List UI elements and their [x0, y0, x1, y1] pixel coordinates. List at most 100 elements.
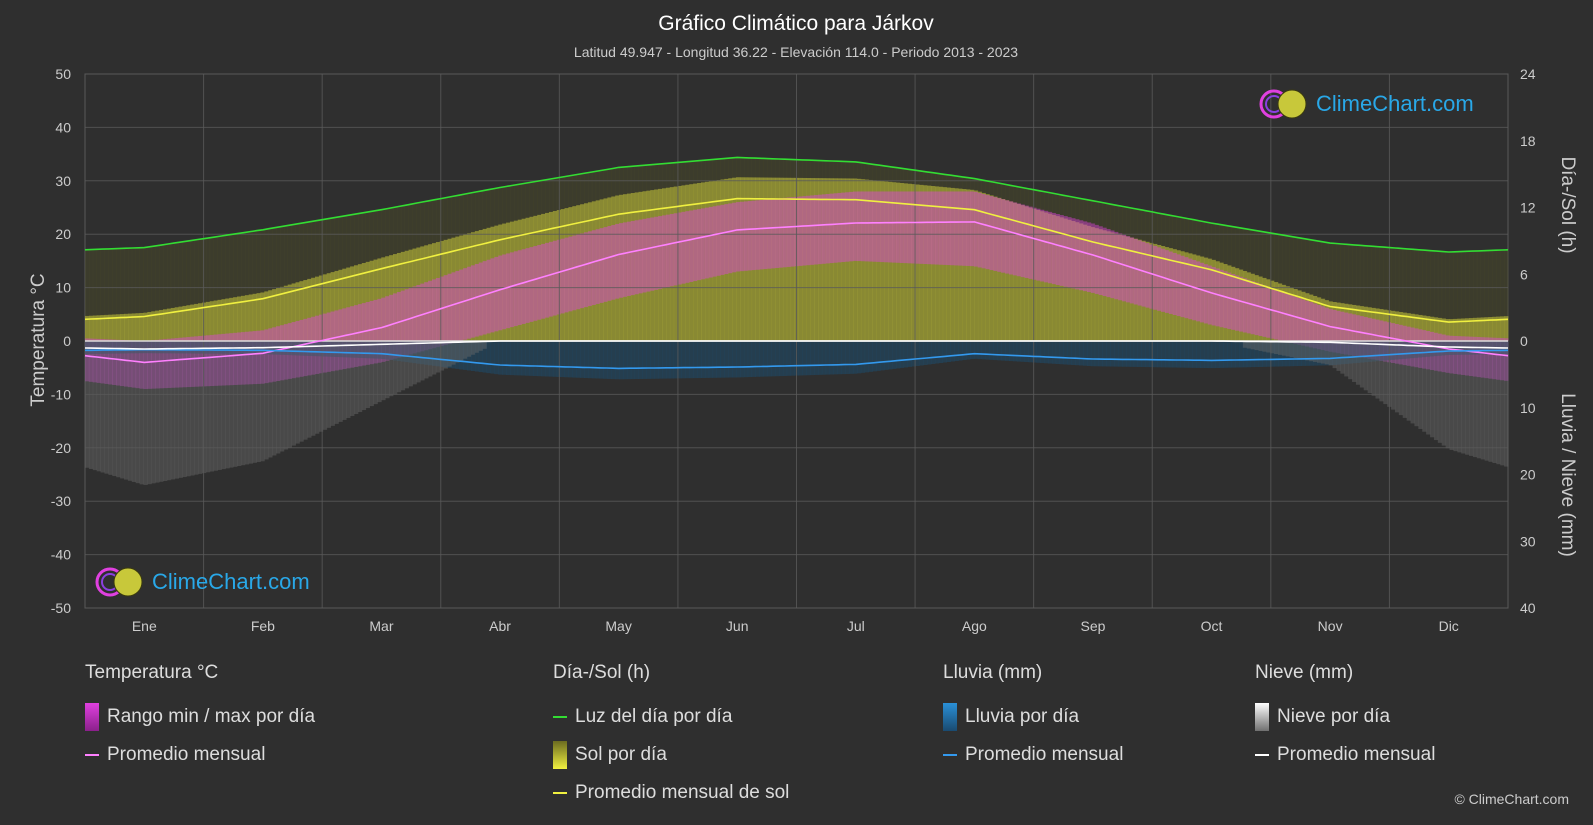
sunshine-bar — [903, 183, 909, 341]
temp-range-bar — [1211, 267, 1217, 326]
snow-bar — [315, 341, 320, 434]
temp-range-bar — [533, 246, 538, 321]
temp-range-bar — [1336, 310, 1341, 354]
rain-bar — [969, 341, 975, 360]
sunshine-bar — [1313, 295, 1318, 341]
legend-title: Temperatura °C — [85, 662, 219, 683]
sunshine-bar — [798, 177, 803, 341]
temp-range-bar — [1047, 211, 1053, 284]
snow-bar — [408, 341, 413, 387]
right-bottom-tick-label: 20 — [1520, 467, 1536, 483]
snow-bar — [174, 341, 179, 479]
rain-bar — [1379, 341, 1384, 361]
temp-range-bar — [833, 193, 838, 263]
temp-range-bar — [899, 191, 905, 263]
daylight-bar — [1305, 239, 1310, 341]
sunshine-bar — [572, 206, 577, 341]
rain-bar — [318, 341, 324, 357]
rain-bar — [509, 341, 515, 376]
daylight-bar — [162, 244, 168, 341]
temp-range-bar — [1071, 218, 1076, 289]
rain-bar — [751, 341, 756, 377]
snow-bar — [381, 341, 386, 401]
rain-bar — [1270, 341, 1275, 367]
legend-label: Promedio mensual de sol — [575, 782, 790, 803]
daylight-bar — [104, 248, 109, 341]
left-tick-label: -40 — [51, 547, 71, 563]
temp-range-bar — [985, 195, 990, 270]
daylight-bar — [170, 243, 176, 341]
snow-bar — [299, 341, 304, 442]
temp-range-bar — [1274, 289, 1279, 340]
rain-bar — [720, 341, 725, 378]
rain-bar — [1059, 341, 1064, 365]
snow-bar — [1379, 341, 1384, 402]
sunshine-bar — [342, 268, 347, 341]
snow-bar — [88, 341, 94, 469]
rain-bar — [342, 341, 347, 358]
rain-bar — [669, 341, 675, 379]
rain-bar — [1414, 341, 1419, 358]
rain-bar — [1008, 341, 1014, 362]
sunshine-bar — [1075, 222, 1080, 341]
temp-range-bar — [1036, 208, 1041, 281]
temp-range-bar — [806, 195, 811, 266]
rain-bar — [915, 341, 920, 366]
rain-bar — [1102, 341, 1107, 367]
temp-range-bar — [260, 330, 265, 384]
rain-bar — [100, 341, 105, 354]
rain-bar — [973, 341, 979, 359]
snow-bar — [170, 341, 176, 480]
temp-range-bar — [92, 338, 98, 383]
sunshine-bar — [763, 177, 768, 341]
sunshine-bar — [178, 306, 183, 341]
sunshine-bar — [1055, 216, 1061, 341]
rain-bar — [1328, 341, 1333, 366]
sunshine-bar — [502, 223, 507, 341]
sunshine-bar — [431, 243, 437, 341]
snow-bar — [1422, 341, 1427, 432]
temp-range-bar — [673, 213, 678, 286]
rain-bar — [311, 341, 316, 357]
right-top-tick-label: 6 — [1520, 266, 1528, 282]
temp-range-bar — [751, 200, 756, 271]
temp-range-bar — [1476, 337, 1482, 378]
snow-bar — [373, 341, 378, 405]
temp-range-bar — [739, 201, 745, 272]
rain-bar — [396, 341, 402, 362]
snow-bar — [155, 341, 160, 483]
rain-bar — [782, 341, 788, 376]
rain-bar — [116, 341, 121, 354]
sunshine-bar — [1016, 203, 1022, 341]
sunshine-bar — [1168, 248, 1174, 341]
rain-bar — [923, 341, 928, 365]
temp-range-bar — [424, 282, 429, 351]
temp-range-bar — [467, 266, 472, 339]
temp-range-bar — [225, 333, 230, 386]
rain-bar — [435, 341, 441, 367]
snow-bar — [229, 341, 234, 468]
rain-bar — [470, 341, 476, 372]
sunshine-bar — [1242, 270, 1248, 341]
rain-bar — [1207, 341, 1213, 369]
snow-bar — [396, 341, 402, 393]
rain-bar — [611, 341, 616, 380]
sunshine-bar — [545, 212, 550, 341]
rain-bar — [1129, 341, 1135, 367]
rain-bar — [572, 341, 577, 378]
snow-bar — [221, 341, 226, 470]
temp-range-bar — [244, 331, 250, 385]
sunshine-bar — [389, 255, 394, 341]
temp-range-bar — [786, 197, 792, 267]
rain-bar — [899, 341, 905, 368]
temp-range-bar — [1363, 316, 1369, 359]
sunshine-bar — [400, 251, 406, 341]
sunshine-bar — [268, 290, 273, 341]
sunshine-bar — [1036, 210, 1041, 341]
snow-bar — [256, 341, 261, 463]
temp-range-bar — [853, 191, 858, 261]
temp-range-bar — [587, 231, 593, 307]
sunshine-bar — [728, 178, 733, 341]
rain-bar — [697, 341, 702, 379]
sunshine-bar — [1430, 316, 1435, 341]
